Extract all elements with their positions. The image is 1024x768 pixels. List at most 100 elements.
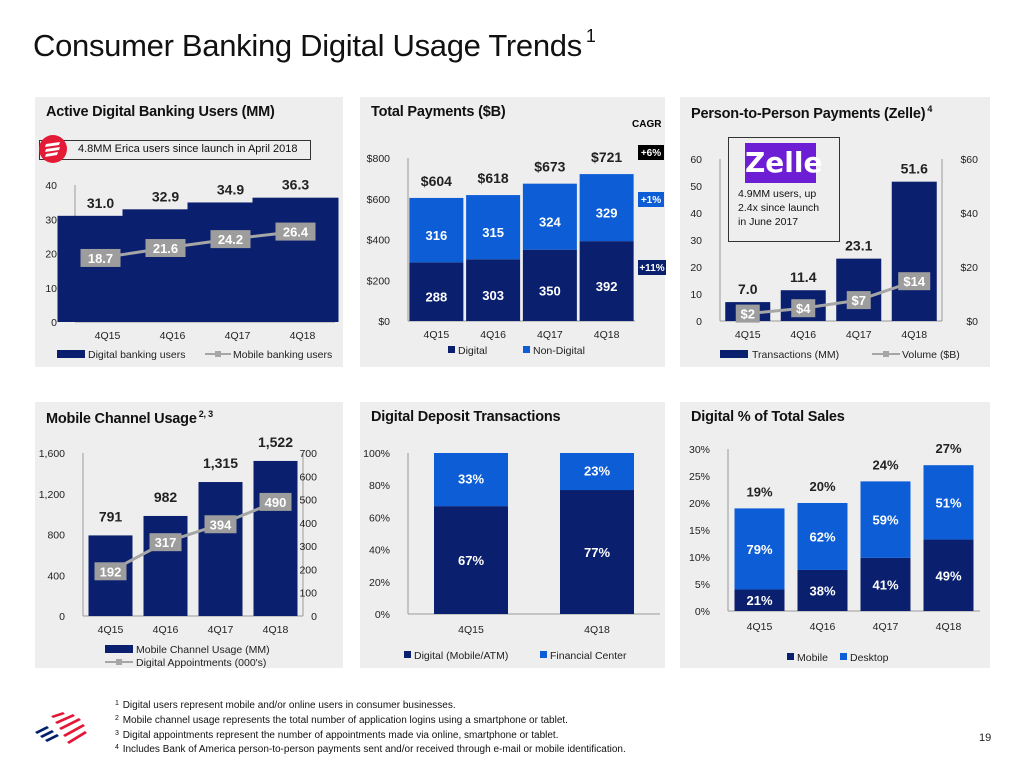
legend-swatch-desktop: [840, 653, 847, 660]
y2-tick-label: 700: [299, 448, 317, 460]
y-tick-label: 30: [690, 235, 702, 247]
legend-marker: [883, 351, 889, 357]
bar-value-label: 51%: [935, 495, 961, 510]
y-tick-label: 100%: [363, 448, 390, 460]
legend-swatch-financial-center: [540, 651, 547, 658]
footnote-marker: 2, 3: [198, 409, 213, 419]
footnote-text: Includes Bank of America person-to-perso…: [122, 744, 626, 756]
zelle-note-line: in June 2017: [738, 216, 799, 228]
x-tick-label: 4Q18: [290, 330, 316, 342]
bar-digital: [522, 249, 577, 321]
cagr-badge-digital: +11%: [639, 263, 664, 274]
footnote-number: 3: [115, 729, 119, 737]
page-number: 19: [979, 732, 992, 744]
y-tick-label: 40: [45, 180, 57, 192]
bar-value-label: 79%: [746, 542, 772, 557]
footnote-item: 2 Mobile channel usage represents the to…: [115, 713, 626, 728]
y-tick-label: 60%: [369, 512, 390, 524]
legend-marker: [215, 351, 221, 357]
y-tick-label: 1,200: [39, 489, 65, 501]
y2-tick-label: 600: [299, 471, 317, 483]
bar-mobile: [734, 589, 785, 611]
chart-digital-users: 0 10 20 30 40 31.0 4Q15 32.9 4Q16 34.9 4Q17 36.3 4Q1…: [45, 177, 339, 361]
panel-total-payments: Total Payments ($B) CAGR $0 $200 $400 $600 $…: [360, 97, 666, 367]
bar-value-label: 51.6: [901, 161, 928, 177]
panel-title: Active Digital Banking Users (MM): [46, 104, 275, 120]
line-value-label-bg: [145, 239, 186, 258]
bar-desktop: [734, 508, 785, 590]
bar-mobile: [923, 539, 974, 611]
bar-desktop: [860, 481, 911, 558]
bar-total-label: 27%: [935, 441, 961, 456]
line-value-label: 18.7: [88, 251, 113, 266]
legend-swatch-digital-mobile-atm: [404, 651, 411, 658]
bar-value-label: 329: [596, 206, 618, 221]
panel-active-digital-users: Active Digital Banking Users (MM) 4.8MM …: [35, 97, 343, 367]
bar-total-label: 19%: [746, 484, 772, 499]
chart-total-payments: $0 $200 $400 $600 $800 288 316 $604 4Q15 303 315 $6…: [367, 145, 666, 357]
footnote-marker: 4: [927, 104, 933, 114]
bar-value-label: 288: [426, 290, 448, 305]
footnote-text: Mobile channel usage represents the tota…: [122, 714, 568, 726]
cagr-badge-non-digital-bg: [638, 192, 664, 207]
panel-digital-sales: Digital % of Total Sales 0% 5% 10% 15% 20% 25…: [680, 402, 990, 668]
panel-title-text: Person-to-Person Payments (Zelle): [691, 106, 926, 122]
x-tick-label: 4Q17: [208, 624, 234, 636]
line-value-label: 24.2: [218, 232, 243, 247]
bar-value-label: 23%: [584, 464, 610, 479]
erica-icon: [39, 135, 67, 163]
bar-mobile-channel-usage: [198, 482, 243, 616]
x-tick-label: 4Q18: [901, 329, 927, 341]
footnote-number: 1: [115, 700, 119, 707]
y-tick-label: 40: [690, 208, 702, 220]
panel-title: Person-to-Person Payments (Zelle) 4: [691, 104, 932, 122]
footnote-number: 4: [115, 744, 119, 752]
line-value-label: 21.6: [153, 241, 178, 256]
x-tick-label: 4Q16: [160, 330, 186, 342]
line-value-label-bg: [80, 248, 121, 267]
cagr-badge-total: +6%: [641, 148, 661, 159]
y2-tick-label: $0: [966, 316, 978, 328]
bar-transactions: [891, 181, 937, 321]
y2-tick-label: 400: [299, 518, 317, 530]
x-tick-label: 4Q16: [790, 329, 816, 341]
line-value-label: $14: [903, 274, 925, 289]
legend-label: Digital: [458, 345, 487, 357]
panel-mobile-channel-usage: Mobile Channel Usage 2, 3 0 400 800 1,200 1,6…: [35, 402, 343, 669]
y-tick-label: 1,600: [39, 448, 65, 460]
bar-value-label: 350: [539, 283, 561, 298]
zelle-note-line: 4.9MM users, up: [738, 188, 817, 200]
line-value-label-bg: [898, 272, 931, 291]
y-tick-label: 20%: [369, 577, 390, 589]
panel-title: Total Payments ($B): [371, 104, 506, 120]
bar-financial-center: [434, 453, 508, 507]
line-value-label-bg: [846, 291, 871, 310]
legend-label: Mobile Channel Usage (MM): [136, 644, 270, 656]
line-volume: [747, 279, 915, 316]
y2-tick-label: $20: [960, 262, 978, 274]
bar-value-label: 32.9: [152, 188, 179, 204]
y2-tick-label: 100: [299, 588, 317, 600]
bar-mobile: [860, 557, 911, 611]
panel-zelle: Person-to-Person Payments (Zelle) 4 Zelle…: [680, 97, 990, 367]
y-tick-label: 50: [690, 181, 702, 193]
line-value-label-bg: [149, 533, 182, 552]
y-tick-label: 30: [45, 214, 57, 226]
bar-desktop: [797, 503, 848, 570]
x-tick-label: 4Q17: [225, 330, 251, 342]
x-tick-label: 4Q16: [153, 624, 179, 636]
panel-title: Digital Deposit Transactions: [371, 409, 561, 425]
line-value-label: $7: [852, 293, 866, 308]
bar-value-label: 77%: [584, 545, 610, 560]
footnote-text: Digital appointments represent the numbe…: [122, 729, 559, 741]
footnote-item: 3 Digital appointments represent the num…: [115, 728, 626, 743]
page-title: Consumer Banking Digital Usage Trends 1: [33, 26, 596, 64]
bar-mobile-channel-usage: [253, 460, 298, 616]
line-value-label: $4: [796, 301, 811, 316]
bar-value-label: 303: [482, 288, 504, 303]
legend-swatch-transactions: [720, 350, 748, 358]
legend-swatch-digital-banking-users: [57, 350, 85, 358]
y-tick-label: $800: [367, 153, 391, 165]
bar-transactions: [836, 258, 882, 321]
legend-swatch-mobile-channel-usage: [105, 645, 133, 653]
